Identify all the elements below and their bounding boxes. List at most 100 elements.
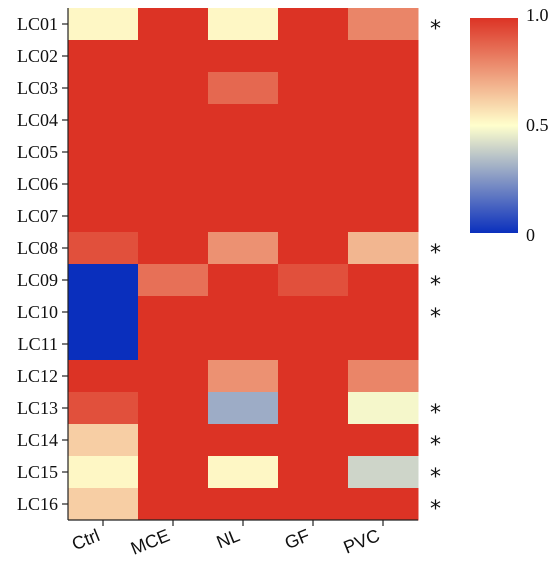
heatmap-cell	[278, 424, 349, 457]
significance-marker: *	[430, 241, 441, 266]
heatmap-cell	[138, 104, 209, 137]
heatmap-cell	[68, 232, 139, 265]
heatmap-cell	[138, 392, 209, 425]
significance-markers: * * * * * * * *	[430, 17, 441, 522]
colorbar-gradient	[470, 18, 518, 233]
heatmap-cell	[208, 200, 279, 233]
heatmap-cell	[208, 328, 279, 361]
heatmap-cell	[208, 8, 279, 41]
heatmap-cell	[348, 392, 419, 425]
heatmap-cell	[278, 488, 349, 521]
heatmap-cell	[138, 168, 209, 201]
row-label: LC14	[17, 430, 58, 450]
heatmap-cell	[208, 72, 279, 105]
heatmap-cell	[208, 360, 279, 393]
heatmap-cell	[278, 392, 349, 425]
heatmap-cell	[68, 456, 139, 489]
heatmap-cell	[138, 424, 209, 457]
heatmap-cell	[208, 232, 279, 265]
heatmap-cell	[68, 136, 139, 169]
significance-marker: *	[430, 17, 441, 42]
heatmap-cell	[348, 456, 419, 489]
heatmap-cell	[138, 360, 209, 393]
column-label: NL	[214, 525, 243, 552]
heatmap-cell	[138, 40, 209, 73]
heatmap-cell	[278, 72, 349, 105]
significance-marker: *	[430, 433, 441, 458]
heatmap-cell	[278, 40, 349, 73]
row-label: LC05	[17, 142, 58, 162]
heatmap-cell	[348, 104, 419, 137]
heatmap-cell	[68, 264, 139, 297]
heatmap-cell	[208, 296, 279, 329]
heatmap-cell	[138, 456, 209, 489]
row-label: LC09	[17, 270, 58, 290]
heatmap-cell	[68, 328, 139, 361]
heatmap-cell	[138, 264, 209, 297]
heatmap-cell	[68, 488, 139, 521]
heatmap-cell	[68, 40, 139, 73]
heatmap-cell	[278, 168, 349, 201]
heatmap-cell	[208, 40, 279, 73]
heatmap-cell	[68, 168, 139, 201]
heatmap-cells	[68, 8, 419, 521]
colorbar-tick-label: 0	[526, 225, 535, 245]
heatmap-cell	[138, 136, 209, 169]
heatmap-cell	[278, 232, 349, 265]
heatmap-cell	[278, 104, 349, 137]
heatmap-cell	[348, 296, 419, 329]
significance-marker: *	[430, 401, 441, 426]
row-label: LC07	[17, 206, 58, 226]
heatmap-cell	[348, 200, 419, 233]
row-label: LC12	[17, 366, 58, 386]
heatmap-cell	[68, 8, 139, 41]
row-label: LC02	[17, 46, 58, 66]
heatmap-cell	[208, 424, 279, 457]
heatmap-cell	[208, 488, 279, 521]
heatmap-cell	[138, 328, 209, 361]
heatmap-cell	[68, 104, 139, 137]
heatmap-cell	[278, 8, 349, 41]
colorbar-tick-label: 1.0	[526, 5, 549, 25]
heatmap-cell	[348, 264, 419, 297]
column-label: GF	[282, 525, 313, 553]
heatmap-cell	[348, 360, 419, 393]
heatmap-cell	[278, 456, 349, 489]
heatmap-cell	[208, 136, 279, 169]
column-label: MCE	[128, 525, 173, 559]
row-axis: LC01 LC02 LC03 LC04 LC05 LC06 LC07 LC08 LC09 LC10…	[17, 8, 69, 520]
column-axis: Ctrl MCE NL GF PVC	[68, 519, 418, 559]
heatmap-cell	[68, 360, 139, 393]
row-label: LC06	[17, 174, 58, 194]
heatmap-cell	[208, 104, 279, 137]
row-label: LC13	[17, 398, 58, 418]
significance-marker: *	[430, 305, 441, 330]
row-label: LC11	[18, 334, 58, 354]
heatmap-cell	[348, 136, 419, 169]
heatmap-cell	[278, 296, 349, 329]
row-label: LC16	[17, 494, 58, 514]
heatmap-cell	[348, 424, 419, 457]
heatmap-cell	[208, 456, 279, 489]
heatmap-cell	[138, 232, 209, 265]
heatmap-cell	[348, 8, 419, 41]
row-label: LC01	[17, 14, 58, 34]
heatmap-cell	[68, 424, 139, 457]
heatmap-cell	[68, 296, 139, 329]
heatmap-cell	[348, 168, 419, 201]
row-label: LC08	[17, 238, 58, 258]
heatmap-cell	[348, 328, 419, 361]
heatmap-cell	[208, 264, 279, 297]
heatmap-cell	[68, 200, 139, 233]
heatmap-cell	[138, 8, 209, 41]
heatmap-cell	[278, 136, 349, 169]
colorbar: 1.0 0.5 0	[470, 5, 549, 245]
heatmap-cell	[348, 488, 419, 521]
significance-marker: *	[430, 273, 441, 298]
heatmap-cell	[348, 232, 419, 265]
colorbar-tick-label: 0.5	[526, 115, 549, 135]
heatmap-cell	[138, 488, 209, 521]
heatmap-cell	[68, 392, 139, 425]
column-label: Ctrl	[69, 525, 102, 554]
